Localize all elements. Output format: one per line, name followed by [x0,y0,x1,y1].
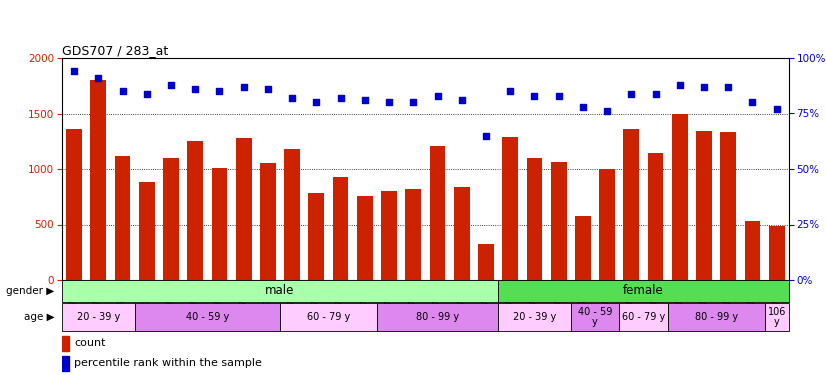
Point [382,99,396,105]
Point [213,88,226,94]
Bar [744,221,761,280]
Bar [720,132,736,280]
Bar [498,303,571,331]
Bar [571,303,620,331]
Text: male: male [265,285,295,297]
Bar [163,158,179,280]
Bar [575,216,591,280]
Bar [624,129,639,280]
Point [649,90,662,96]
Bar [453,187,470,280]
Point [116,88,129,94]
Bar [135,303,280,331]
Point [68,68,81,74]
Bar [381,191,397,280]
Text: gender ▶: gender ▶ [7,286,55,296]
Bar [672,114,688,280]
Bar [333,177,349,280]
Bar [765,303,789,331]
Point [334,95,347,101]
Text: percentile rank within the sample: percentile rank within the sample [74,358,262,368]
Bar [139,182,154,280]
Point [286,95,299,101]
Point [140,90,154,96]
Point [188,86,202,92]
Point [261,86,274,92]
Bar [188,141,203,280]
Bar [211,168,227,280]
Point [479,133,492,139]
Point [92,75,105,81]
Text: age ▶: age ▶ [24,312,55,322]
Point [552,93,565,99]
Text: count: count [74,338,106,348]
Point [601,108,614,114]
Bar [62,356,69,371]
Point [310,99,323,105]
Point [431,93,444,99]
Bar [62,280,498,302]
Bar [66,129,82,280]
Bar [406,189,421,280]
Point [455,97,468,103]
Bar [667,303,765,331]
Point [722,84,735,90]
Bar [769,226,785,280]
Bar [260,164,276,280]
Text: 80 - 99 y: 80 - 99 y [416,312,459,322]
Text: 20 - 39 y: 20 - 39 y [513,312,556,322]
Bar [430,146,445,280]
Point [624,90,638,96]
Text: 60 - 79 y: 60 - 79 y [306,312,350,322]
Bar [284,149,300,280]
Bar [308,194,325,280]
Bar [551,162,567,280]
Point [746,99,759,105]
Bar [235,138,252,280]
Bar [62,303,135,331]
Text: 40 - 59 y: 40 - 59 y [186,312,229,322]
Text: 80 - 99 y: 80 - 99 y [695,312,738,322]
Point [164,82,178,88]
Text: 40 - 59
y: 40 - 59 y [578,307,612,327]
Text: 106
y: 106 y [767,307,786,327]
Point [237,84,250,90]
Text: female: female [623,285,664,297]
Point [673,82,686,88]
Point [577,104,590,110]
Text: 20 - 39 y: 20 - 39 y [77,312,120,322]
Text: GDS707 / 283_at: GDS707 / 283_at [62,44,169,57]
Bar [115,156,131,280]
Bar [498,280,789,302]
Bar [648,153,663,280]
Bar [599,169,615,280]
Bar [502,137,518,280]
Bar [357,196,373,280]
Bar [696,131,712,280]
Bar [377,303,498,331]
Point [770,106,783,112]
Bar [280,303,377,331]
Point [528,93,541,99]
Bar [478,244,494,280]
Text: 60 - 79 y: 60 - 79 y [622,312,665,322]
Point [406,99,420,105]
Bar [90,80,107,280]
Bar [526,158,543,280]
Bar [620,303,667,331]
Point [504,88,517,94]
Bar [62,336,69,351]
Point [358,97,372,103]
Point [697,84,710,90]
